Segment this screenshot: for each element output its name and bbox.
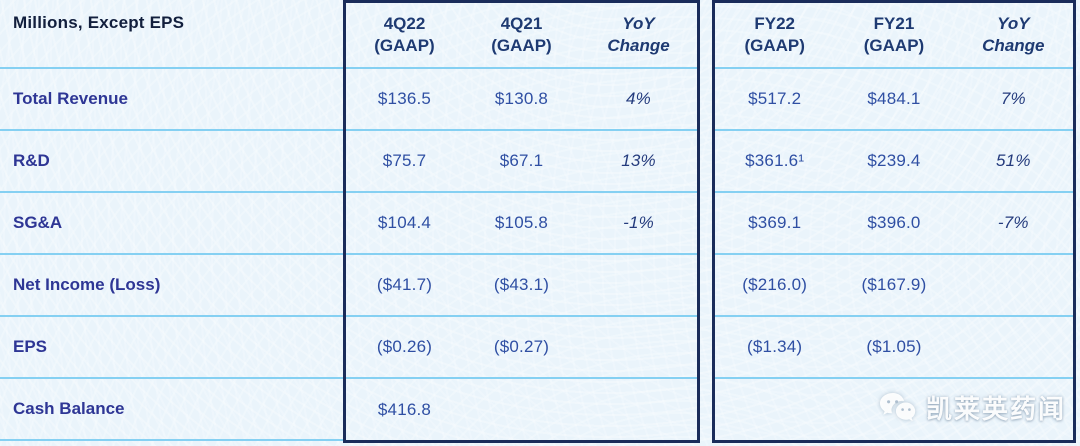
table-row: ($216.0) ($167.9) (715, 253, 1073, 315)
table-row: EPS (0, 315, 343, 377)
value-cell: ($41.7) (376, 275, 433, 294)
table-row: ($1.34) ($1.05) (715, 315, 1073, 377)
table-row: SG&A (0, 191, 343, 253)
table-row: $75.7 $67.1 13% (346, 129, 697, 191)
table-row: $517.2 $484.1 7% (715, 67, 1073, 129)
table-row: Net Income (Loss) (0, 253, 343, 315)
fiscal-header-row: FY22 (GAAP) FY21 (GAAP) YoY Change (715, 3, 1073, 67)
row-label-rd: R&D (13, 151, 50, 170)
value-cell: $67.1 (499, 151, 544, 170)
value-cell: $369.1 (748, 213, 802, 232)
column-header-fy22: FY22 (GAAP) (744, 14, 805, 55)
table-row: Total Revenue (0, 67, 343, 129)
value-cell: $416.8 (377, 399, 432, 419)
value-cell: $130.8 (494, 89, 549, 108)
yoy-cell: 13% (621, 151, 656, 170)
column-header-4q22: 4Q22 (GAAP) (374, 14, 435, 55)
column-header-q-yoy-change: YoY Change (607, 14, 670, 55)
table-title: Millions, Except EPS (13, 13, 185, 32)
value-cell: $75.7 (382, 151, 427, 170)
value-cell: ($167.9) (861, 275, 927, 294)
yoy-cell: 51% (996, 151, 1031, 170)
row-label-net-income: Net Income (Loss) (13, 275, 161, 294)
value-cell: ($0.27) (493, 337, 550, 356)
table-row: ($41.7) ($43.1) (346, 253, 697, 315)
quarterly-section: 4Q22 (GAAP) 4Q21 (GAAP) YoY Change $136.… (343, 0, 700, 443)
table-row: Cash Balance (0, 377, 343, 439)
row-labels-column: Millions, Except EPS Total Revenue R&D S… (0, 0, 343, 441)
value-cell: $484.1 (867, 89, 921, 108)
column-header-fy21: FY21 (GAAP) (863, 14, 925, 55)
value-cell: $136.5 (377, 89, 432, 108)
column-header-4q21: 4Q21 (GAAP) (491, 14, 552, 55)
value-cell: ($1.05) (866, 337, 922, 356)
yoy-cell: 7% (1000, 89, 1026, 108)
column-header-fy-yoy-change: YoY Change (982, 14, 1045, 55)
table-row: $136.5 $130.8 4% (346, 67, 697, 129)
row-label-total-revenue: Total Revenue (13, 89, 128, 108)
row-label-eps: EPS (13, 337, 48, 356)
value-cell: ($1.34) (747, 337, 803, 356)
table-row: R&D (0, 129, 343, 191)
value-cell: ($0.26) (376, 337, 433, 356)
value-cell: ($216.0) (742, 275, 808, 294)
quarterly-header-row: 4Q22 (GAAP) 4Q21 (GAAP) YoY Change (346, 3, 697, 67)
table-row: ($0.26) ($0.27) (346, 315, 697, 377)
value-cell: $104.4 (377, 213, 432, 232)
table-row: $369.1 $396.0 -7% (715, 191, 1073, 253)
row-label-cash-balance: Cash Balance (13, 399, 125, 418)
value-cell: $517.2 (748, 89, 802, 108)
value-cell: $105.8 (494, 213, 549, 232)
value-cell: $239.4 (867, 151, 921, 170)
value-cell: $361.6¹ (745, 151, 805, 170)
table-row (715, 377, 1073, 440)
row-label-sga: SG&A (13, 213, 63, 232)
value-cell: ($43.1) (493, 275, 550, 294)
yoy-cell: 4% (626, 89, 651, 108)
table-row: $416.8 (346, 377, 697, 440)
value-cell: $396.0 (867, 213, 921, 232)
table-row: $104.4 $105.8 -1% (346, 191, 697, 253)
yoy-cell: -1% (623, 213, 654, 232)
table-title-cell: Millions, Except EPS (0, 0, 343, 67)
yoy-cell: -7% (997, 213, 1029, 232)
fiscal-year-section: FY22 (GAAP) FY21 (GAAP) YoY Change $517.… (712, 0, 1076, 443)
table-row: $361.6¹ $239.4 51% (715, 129, 1073, 191)
